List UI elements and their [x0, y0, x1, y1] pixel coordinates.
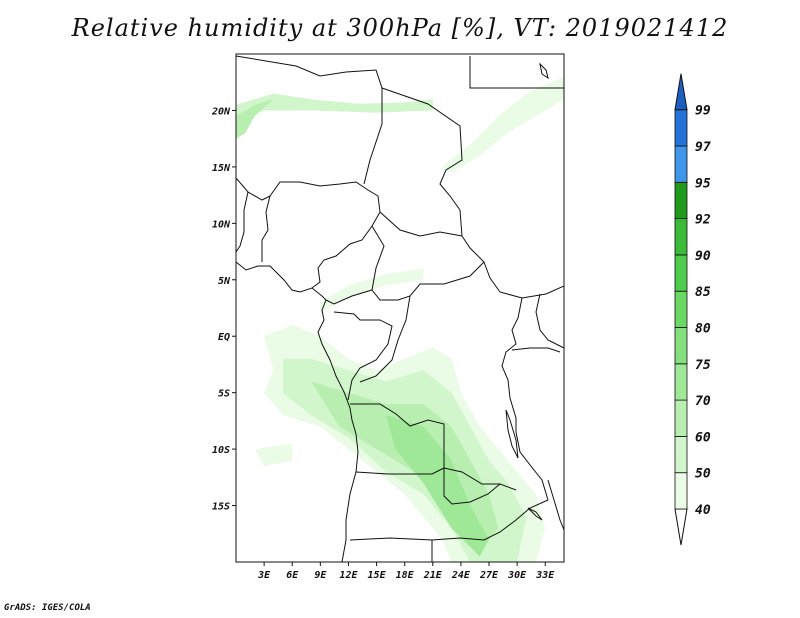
lon-tick-label: 12E: [339, 570, 358, 581]
humidity-field: [236, 76, 564, 562]
colorbar-label: 99: [695, 104, 711, 119]
lon-tick-label: 9E: [314, 570, 327, 581]
colorbar-lower-triangle: [674, 508, 688, 546]
colorbar-label: 40: [695, 503, 711, 518]
colorbar-segment: [674, 181, 688, 220]
humidity-region-sahel-band-west: [236, 99, 274, 139]
colorbar-label: 90: [695, 249, 711, 264]
lat-tick-label: 5N: [218, 276, 231, 287]
colorbar-segment: [674, 399, 688, 437]
colorbar-label: 97: [695, 140, 711, 155]
colorbar-segment: [674, 254, 688, 292]
lon-tick-label: 6E: [286, 570, 299, 581]
lat-tick-label: 10N: [212, 219, 231, 230]
lon-tick-label: 21E: [423, 570, 443, 581]
country-borders: [236, 55, 564, 562]
colorbar-upper-triangle: [674, 73, 688, 111]
lon-tick-label: 3E: [257, 570, 271, 581]
colorbar-segment: [674, 363, 688, 401]
colorbar-segment: [674, 145, 688, 183]
humidity-region-congo-plume-peak: [385, 415, 489, 557]
lat-tick-label: 15S: [212, 502, 230, 513]
lon-tick-label: 33E: [535, 570, 555, 581]
colorbar-label: 60: [695, 430, 711, 445]
colorbar-label: 70: [695, 394, 711, 409]
lat-tick-label: 5S: [218, 389, 230, 400]
humidity-region-gulf-streak: [320, 268, 424, 314]
colorbar-segment: [674, 290, 688, 328]
lon-tick-label: 24E: [451, 570, 471, 581]
humidity-region-southwest-patch: [254, 443, 293, 466]
grads-credit: GrADS: IGES/COLA: [4, 603, 91, 613]
colorbar-segment: [674, 109, 688, 147]
colorbar-label: 92: [695, 213, 711, 228]
colorbar-label: 95: [695, 176, 711, 191]
lon-tick-label: 15E: [368, 570, 387, 581]
humidity-region-sahel-band-north: [236, 93, 433, 122]
humidity-region-northeast-streak: [442, 76, 564, 173]
lon-tick-label: 18E: [396, 570, 415, 581]
colorbar-segment: [674, 218, 688, 256]
colorbar-label: 50: [695, 467, 711, 482]
colorbar-segment: [674, 327, 688, 365]
colorbar-label: 80: [695, 322, 711, 337]
lat-tick-label: 10S: [212, 445, 230, 456]
lat-tick-label: EQ: [218, 332, 230, 343]
lon-tick-label: 27E: [479, 570, 499, 581]
lon-tick-label: 30E: [507, 570, 527, 581]
colorbar-label: 85: [695, 285, 711, 300]
colorbar-segment: [674, 435, 688, 474]
map-frame: [235, 53, 565, 563]
colorbar-label: 75: [695, 358, 711, 373]
map-title: Relative humidity at 300hPa [%], VT: 201…: [71, 14, 729, 42]
map-axes: 3E 6E 9E 12E 15E 18E 21E 24E 27E 30E 33E 20N 15N 10N 5…: [211, 106, 555, 581]
lat-tick-label: 20N: [211, 106, 231, 117]
colorbar: 40 50 60 70 75 80 85 90 92 95 97 99: [674, 73, 711, 546]
colorbar-segment: [674, 472, 688, 510]
lat-tick-label: 15N: [212, 163, 231, 174]
